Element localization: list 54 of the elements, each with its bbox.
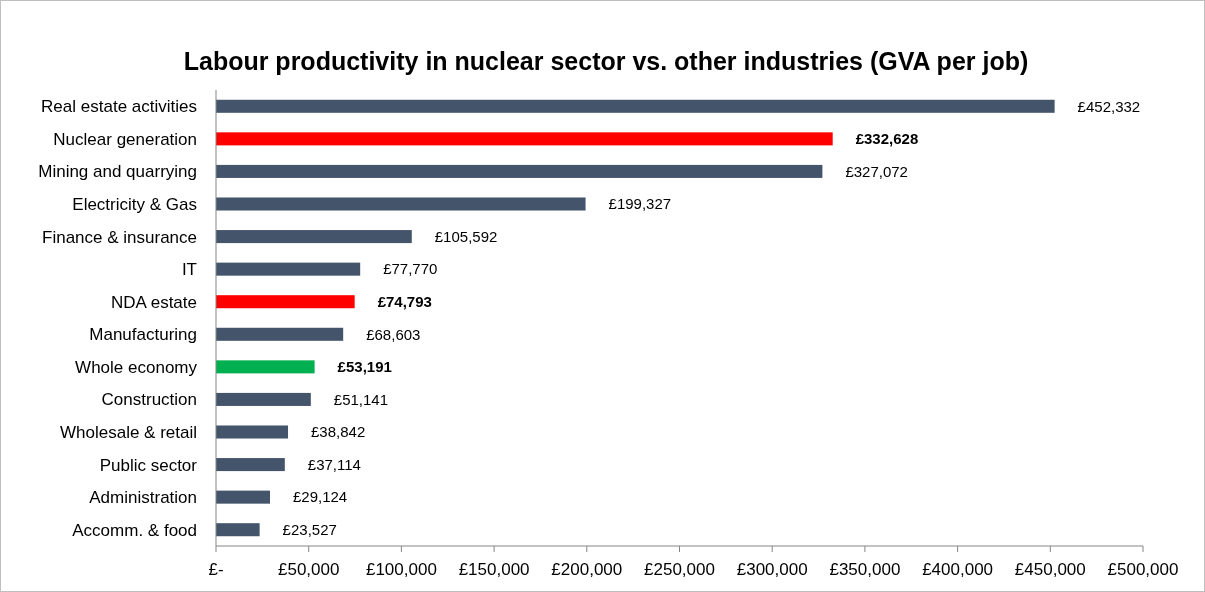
- y-tick-label: Electricity & Gas: [72, 194, 197, 214]
- bar: [216, 262, 361, 276]
- data-label: £37,114: [307, 455, 361, 473]
- data-label: £452,332: [1077, 97, 1141, 115]
- bar: [216, 523, 260, 537]
- data-label: £327,072: [845, 162, 908, 180]
- y-tick-label: Real estate activities: [41, 97, 197, 117]
- data-label: £51,141: [333, 390, 389, 408]
- y-tick-label: Wholesale & retail: [59, 422, 197, 442]
- data-label: £29,124: [293, 488, 348, 506]
- bar: [216, 392, 311, 406]
- bar: [216, 230, 412, 244]
- x-tick-label: £450,000: [1014, 560, 1086, 579]
- data-label: £68,603: [366, 325, 421, 343]
- x-tick-label: £150,000: [458, 560, 530, 579]
- x-tick-label: £300,000: [736, 560, 808, 579]
- x-tick-label: £-: [208, 560, 224, 579]
- y-tick-label: IT: [181, 260, 197, 280]
- y-tick-label: Mining and quarrying: [38, 162, 197, 182]
- x-tick-label: £500,000: [1107, 560, 1179, 579]
- bar: [216, 197, 586, 211]
- x-tick-label: £400,000: [922, 560, 994, 579]
- bar: [216, 295, 355, 309]
- data-label: £199,327: [608, 195, 672, 213]
- bar: [216, 360, 315, 374]
- y-tick-label: NDA estate: [111, 292, 197, 312]
- data-label: £53,191: [337, 358, 392, 376]
- y-tick-label: Accomm. & food: [72, 520, 197, 540]
- data-label: £38,842: [311, 423, 366, 441]
- data-label: £332,628: [855, 130, 919, 148]
- bar: [216, 490, 270, 504]
- y-tick-label: Nuclear generation: [53, 129, 197, 149]
- y-tick-label: Administration: [89, 488, 197, 508]
- x-tick-label: £250,000: [644, 560, 715, 579]
- y-tick-label: Finance & insurance: [42, 227, 197, 247]
- bar: [216, 132, 833, 146]
- bar: [216, 458, 285, 472]
- bar: [216, 164, 823, 178]
- bar: [216, 99, 1055, 113]
- bar: [216, 327, 344, 341]
- bar: [216, 425, 289, 439]
- chart-title: Labour productivity in nuclear sector vs. other industries (GVA per job): [183, 47, 1029, 75]
- data-label: £77,770: [383, 260, 438, 278]
- data-label: £23,527: [282, 520, 337, 538]
- y-tick-label: Public sector: [99, 455, 198, 475]
- x-tick-label: £200,000: [551, 560, 623, 579]
- y-tick-label: Whole economy: [75, 357, 198, 377]
- x-tick-label: £50,000: [277, 560, 340, 579]
- x-tick-label: £100,000: [365, 560, 437, 579]
- y-tick-label: Construction: [101, 390, 197, 410]
- y-tick-label: Manufacturing: [89, 325, 197, 345]
- data-label: £105,592: [434, 227, 498, 245]
- x-tick-label: £350,000: [829, 560, 901, 579]
- data-label: £74,793: [377, 292, 432, 310]
